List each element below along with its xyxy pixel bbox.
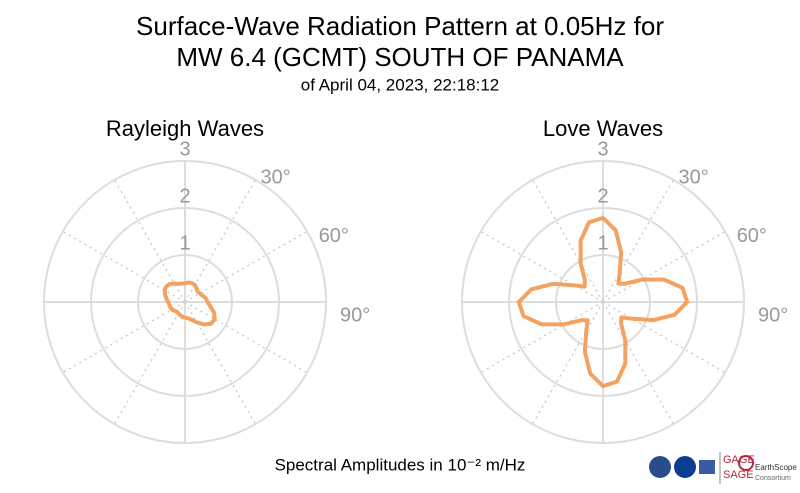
subtitle: of April 04, 2023, 22:18:12 [301, 75, 500, 94]
angular-grid-line [480, 230, 604, 303]
radial-tick-label: 3 [179, 138, 190, 160]
logo [674, 456, 696, 478]
radial-grid-line [555, 254, 651, 350]
radial-tick-label: 2 [179, 185, 190, 207]
radial-tick-label: 3 [597, 138, 608, 160]
angular-grid-line [602, 179, 675, 303]
chart-title: Rayleigh Waves [106, 116, 264, 141]
angular-tick-label: 60° [737, 225, 767, 247]
angular-grid-line [184, 230, 308, 303]
radial-grid-line [137, 254, 233, 350]
radial-grid-line [461, 160, 745, 444]
radial-grid-line [43, 160, 327, 444]
logo-text: SAGE [723, 469, 754, 481]
title-line: Surface-Wave Radiation Pattern at 0.05Hz… [136, 11, 664, 41]
angular-tick-label: 30° [679, 167, 709, 189]
angular-grid-line [531, 301, 604, 425]
radiation-curve [162, 280, 217, 327]
angular-grid-line [602, 301, 726, 374]
logos: GAGE SAGE EarthScope Consortium [649, 452, 797, 484]
radial-tick-label: 1 [179, 232, 190, 254]
angular-tick-label: 30° [261, 167, 291, 189]
logo-text: EarthScope [755, 463, 797, 472]
radial-grid-line [90, 207, 280, 397]
angular-grid-line [184, 301, 308, 374]
chart-title: Love Waves [543, 116, 663, 141]
radiation-curve [516, 215, 690, 389]
angular-grid-line [62, 301, 186, 374]
radial-tick-label: 2 [597, 185, 608, 207]
logo [738, 455, 754, 471]
angular-grid-line [113, 301, 186, 425]
logo [699, 460, 715, 474]
angular-tick-label: 60° [319, 225, 349, 247]
radial-grid-line [508, 207, 698, 397]
title-line: MW 6.4 (GCMT) SOUTH OF PANAMA [176, 42, 624, 72]
logo [649, 456, 671, 478]
angular-tick-label: 90° [758, 304, 788, 326]
radial-tick-label: 1 [597, 232, 608, 254]
angular-tick-label: 90° [340, 304, 370, 326]
axis-label: Spectral Amplitudes in 10⁻² m/Hz [275, 455, 526, 474]
logo-text: Consortium [755, 475, 791, 482]
